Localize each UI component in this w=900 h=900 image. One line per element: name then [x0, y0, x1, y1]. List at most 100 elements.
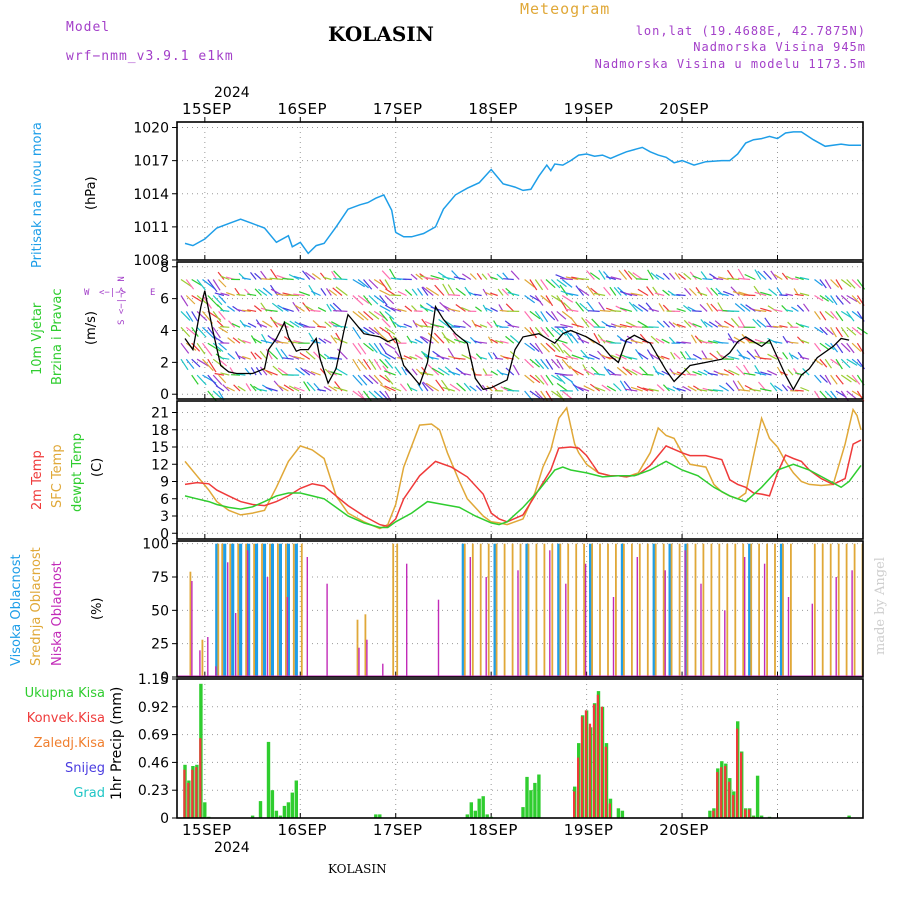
y-tick-label: 75	[151, 570, 169, 586]
date-label-bottom: 15SEP	[182, 821, 232, 839]
wind-arrow	[357, 358, 368, 370]
wind-arrow	[227, 337, 236, 344]
wind-arrow	[846, 374, 857, 383]
wind-arrow	[707, 389, 718, 392]
wind-arrow	[794, 389, 804, 392]
wind-arrow	[227, 305, 236, 312]
wind-arrow	[649, 353, 660, 360]
wind-arrow	[814, 279, 823, 287]
wind-arrow	[383, 370, 396, 376]
wind-arrow	[737, 389, 751, 392]
wind-arrow	[744, 273, 756, 281]
wind-arrow	[830, 358, 841, 367]
wind-arrow	[556, 310, 567, 320]
wind-arrow	[702, 358, 713, 360]
wind-arrow	[414, 354, 423, 360]
mid-cloud-bar	[599, 543, 601, 677]
bottom-year: 2024	[214, 840, 250, 856]
wind-arrow	[431, 367, 445, 376]
wind-arrow	[494, 357, 504, 360]
wind-arrow	[487, 352, 493, 360]
precip-total-bar	[529, 790, 533, 818]
wind-arrow	[214, 292, 225, 297]
wind-arrow	[582, 355, 595, 360]
wind-arrow	[824, 390, 834, 400]
mid-cloud-bar	[189, 571, 192, 677]
wind-arrow	[384, 304, 397, 312]
wind-arrow	[327, 357, 337, 360]
wind-arrow	[333, 270, 343, 280]
wind-arrow	[214, 372, 225, 376]
wind-arrow	[588, 353, 600, 360]
wind-arrow	[734, 303, 746, 312]
wind-arrow	[411, 288, 418, 296]
y-tick-label: 2	[160, 355, 169, 371]
wind-arrow	[756, 319, 767, 328]
wind-arrow	[668, 321, 676, 328]
wind-arrow	[556, 342, 564, 354]
panel-frame	[176, 678, 864, 819]
wind-arrow	[486, 321, 493, 328]
wind-arrow	[752, 318, 762, 328]
wind-arrow	[803, 303, 810, 312]
mid-cloud-bar	[845, 543, 848, 677]
wind-arrow	[373, 326, 383, 338]
wind-arrow	[550, 342, 561, 353]
wind-arrow	[742, 364, 751, 376]
wind-arrow	[185, 358, 195, 369]
wind-arrow	[565, 308, 579, 312]
wind-arrow	[254, 352, 262, 360]
low-cloud-bar	[246, 550, 249, 677]
wind-arrow	[403, 355, 413, 360]
wind-arrow	[373, 310, 386, 319]
wind-arrow	[310, 339, 321, 344]
precip-conv-bar	[608, 803, 611, 818]
wind-arrow	[824, 374, 832, 385]
wind-arrow	[191, 326, 199, 337]
wind-arrow	[220, 309, 230, 312]
wind-arrow	[610, 276, 622, 281]
wind-arrow	[819, 390, 828, 400]
high-cloud-bar	[254, 543, 259, 677]
wind-arrow	[658, 302, 665, 312]
wind-arrow	[800, 339, 810, 344]
panel-bg	[177, 679, 863, 818]
wind-arrow	[686, 373, 697, 376]
wind-arrow	[540, 342, 550, 353]
wind-arrow	[507, 324, 520, 328]
wind-arrow	[529, 390, 541, 399]
wind-arrow	[237, 385, 246, 392]
wind-arrow	[485, 307, 493, 312]
y-tick-label: 15	[151, 440, 169, 456]
wind-arrow	[249, 383, 257, 392]
wind-arrow	[499, 340, 509, 344]
high-cloud-bar	[668, 543, 672, 677]
wind-arrow	[379, 311, 389, 322]
wind-arrow	[717, 302, 724, 312]
wind-arrow	[479, 341, 488, 344]
wind-arrow	[672, 322, 681, 328]
wind-arrow	[215, 337, 225, 344]
precip-conv-bar	[596, 694, 599, 818]
precip-total-bar	[477, 798, 481, 818]
wind-arrow	[706, 286, 713, 296]
wind-arrow	[679, 351, 687, 360]
wind-arrow	[352, 310, 365, 321]
wind-arrow	[247, 322, 257, 328]
wind-arrow	[363, 279, 373, 290]
precip-total-bar	[708, 810, 712, 818]
wind-arrow	[695, 287, 703, 296]
precip-conv-bar	[740, 752, 743, 818]
mid-cloud-bar	[245, 543, 247, 677]
panel-bg	[177, 122, 863, 260]
wind-arrow	[253, 305, 262, 312]
wind-arrow	[505, 303, 515, 312]
panel-pressure	[172, 121, 864, 261]
wind-arrow	[551, 374, 563, 382]
wind-arrow	[551, 326, 561, 336]
wind-arrow	[776, 366, 783, 376]
mid-cloud-bar	[229, 543, 232, 677]
wind-arrow	[300, 367, 311, 376]
wind-arrow	[196, 358, 209, 367]
